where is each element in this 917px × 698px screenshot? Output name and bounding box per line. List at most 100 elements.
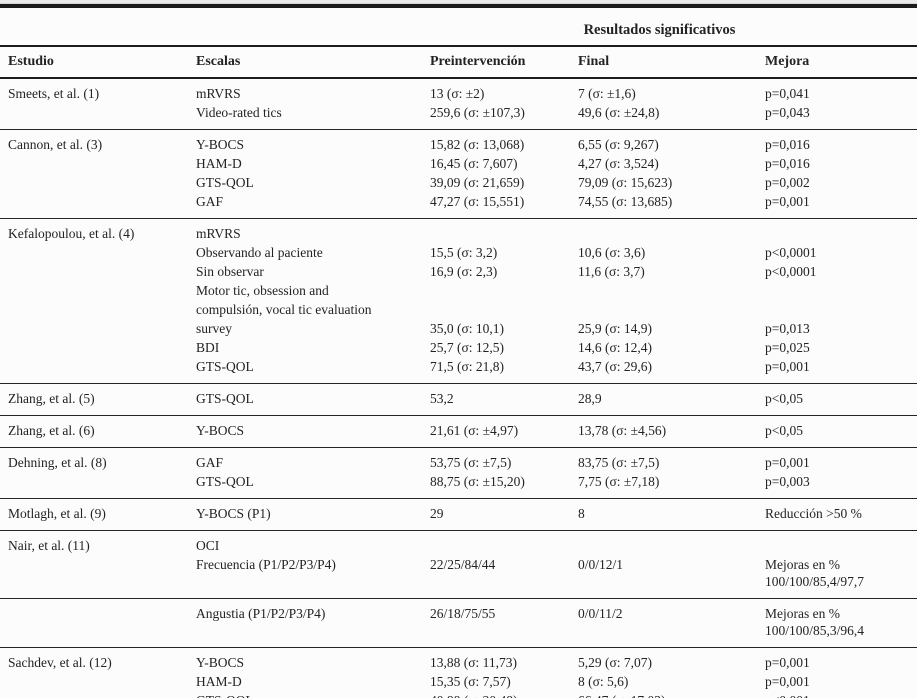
table-cell: [430, 530, 578, 555]
table-cell: Reducción >50 %: [765, 498, 917, 531]
table-cell: p<0,0001: [765, 245, 817, 260]
spanning-header-label: Resultados significativos: [430, 6, 917, 47]
table-body: Smeets, et al. (1) mRVRS 13 (σ: ±2) 7 (σ: ±…: [0, 77, 917, 698]
table-row: survey 35,0 (σ: 10,1) 25,9 (σ: 14,9) p=0,01…: [0, 319, 917, 338]
table-cell: HAM-D: [196, 156, 242, 171]
table-cell: [765, 300, 917, 319]
table-cell: compulsión, vocal tic evaluation: [196, 302, 372, 317]
table-cell: 14,6 (σ: 12,4): [578, 340, 653, 355]
table-cell: Mejoras en % 100/100/85,4/97,7: [765, 557, 865, 589]
table-cell: 13,88 (σ: 11,73): [430, 647, 578, 672]
table-row: Cannon, et al. (3) Y-BOCS 15,82 (σ: 13,068…: [0, 129, 917, 154]
table-cell: p<0,05: [765, 383, 917, 416]
table-cell: Y-BOCS: [196, 647, 430, 672]
table-cell: mRVRS: [196, 218, 430, 243]
column-header-row: Estudio Escalas Preintervención Final Me…: [0, 46, 917, 79]
col-header-escalas: Escalas: [196, 46, 430, 79]
table-row: Motlagh, et al. (9) Y-BOCS (P1) 29 8 Reducci…: [0, 498, 917, 531]
table-cell: [0, 338, 196, 357]
table-cell: [578, 218, 765, 243]
table-cell: 15,35 (σ: 7,57): [430, 674, 511, 689]
table-cell: GAF: [196, 447, 430, 472]
table-cell: p=0,001: [765, 674, 810, 689]
table-row: Motor tic, obsession and: [0, 281, 917, 300]
table-cell: [0, 472, 196, 499]
table-cell: 53,2: [430, 383, 578, 416]
table-cell: 28,9: [578, 383, 765, 416]
table-cell: mRVRS: [196, 77, 430, 103]
table-cell: 16,9 (σ: 2,3): [430, 264, 498, 279]
table-cell: 43,7 (σ: 29,6): [578, 359, 653, 374]
table-cell: 83,75 (σ: ±7,5): [578, 447, 765, 472]
table-cell: [0, 357, 196, 384]
table-cell: 0/0/11/2: [578, 598, 765, 648]
table-row: GTS-QOL 39,09 (σ: 21,659) 79,09 (σ: 15,623…: [0, 173, 917, 192]
table-cell: Sachdev, et al. (12): [0, 647, 196, 672]
table-cell: 13,78 (σ: ±4,56): [578, 415, 765, 448]
table-cell: GTS-QOL: [196, 359, 254, 374]
table-cell: Mejoras en % 100/100/85,3/96,4: [765, 598, 917, 648]
table-row: GTS-QOL40,88 (σ: 20,48)66,47 (σ: 17,03)p…: [0, 691, 917, 698]
table-cell: GTS-QOL: [196, 691, 430, 698]
table-cell: [0, 691, 196, 698]
table-cell: 21,61 (σ: ±4,97): [430, 415, 578, 448]
table-row: Zhang, et al. (5) GTS-QOL 53,2 28,9 p<0,05: [0, 383, 917, 416]
table-cell: 79,09 (σ: 15,623): [578, 175, 673, 190]
table-cell: p=0,001: [765, 447, 917, 472]
table-cell: [0, 598, 196, 648]
col-header-estudio: Estudio: [0, 46, 196, 79]
table-cell: [430, 218, 578, 243]
table-cell: Observando al paciente: [196, 245, 323, 260]
table-cell: 8: [578, 498, 765, 531]
table-cell: 10,6 (σ: 3,6): [578, 245, 646, 260]
table-cell: [578, 530, 765, 555]
table-cell: 16,45 (σ: 7,607): [430, 156, 518, 171]
table-cell: 25,7 (σ: 12,5): [430, 340, 505, 355]
table-cell: 15,5 (σ: 3,2): [430, 245, 498, 260]
table-cell: Y-BOCS: [196, 415, 430, 448]
table-cell: Cannon, et al. (3): [0, 129, 196, 154]
table-cell: 35,0 (σ: 10,1): [430, 321, 505, 336]
table-cell: [0, 192, 196, 219]
table-row: HAM-D 16,45 (σ: 7,607) 4,27 (σ: 3,524) p=0,…: [0, 154, 917, 173]
table-cell: Y-BOCS: [196, 129, 430, 154]
table-cell: [0, 555, 196, 599]
table-row: BDI 25,7 (σ: 12,5) 14,6 (σ: 12,4) p=0,025: [0, 338, 917, 357]
table-cell: Zhang, et al. (5): [0, 383, 196, 416]
table-row: Observando al paciente 15,5 (σ: 3,2) 10,6 …: [0, 243, 917, 262]
table-cell: 53,75 (σ: ±7,5): [430, 447, 578, 472]
table-cell: 0/0/12/1: [578, 557, 624, 572]
table-cell: 7,75 (σ: ±7,18): [578, 474, 660, 489]
table-cell: [578, 300, 765, 319]
table-cell: p=0,003: [765, 474, 810, 489]
table-cell: p=0,025: [765, 340, 810, 355]
table-cell: [0, 672, 196, 691]
spanning-header-spacer: [0, 6, 430, 47]
table-cell: Kefalopoulou, et al. (4): [0, 218, 196, 243]
table-cell: Video-rated tics: [196, 105, 282, 120]
results-table: Resultados significativos Estudio Escala…: [0, 4, 917, 698]
table-cell: Motor tic, obsession and: [196, 283, 329, 298]
table-row: Angustia (P1/P2/P3/P4) 26/18/75/55 0/0/11/…: [0, 598, 917, 648]
table-cell: [430, 300, 578, 319]
table-cell: 7 (σ: ±1,6): [578, 77, 765, 103]
table-cell: 39,09 (σ: 21,659): [430, 175, 525, 190]
table-row: Dehning, et al. (8) GAF 53,75 (σ: ±7,5) 83,…: [0, 447, 917, 472]
table-cell: 26/18/75/55: [430, 598, 578, 648]
table-cell: GTS-QOL: [196, 175, 254, 190]
table-cell: 5,29 (σ: 7,07): [578, 647, 765, 672]
table-cell: p<0,001: [765, 691, 917, 698]
table-cell: 259,6 (σ: ±107,3): [430, 105, 525, 120]
table-cell: Zhang, et al. (6): [0, 415, 196, 448]
table-cell: 22/25/84/44: [430, 557, 496, 572]
table-cell: Dehning, et al. (8): [0, 447, 196, 472]
table-cell: 15,82 (σ: 13,068): [430, 129, 578, 154]
table-cell: p=0,013: [765, 321, 810, 336]
table-cell: GAF: [196, 194, 224, 209]
table-cell: p=0,001: [765, 647, 917, 672]
table-cell: [0, 154, 196, 173]
table-cell: [765, 530, 917, 555]
table-row: Zhang, et al. (6) Y-BOCS 21,61 (σ: ±4,97) 1…: [0, 415, 917, 448]
table-cell: [0, 103, 196, 130]
col-header-final: Final: [578, 46, 765, 79]
